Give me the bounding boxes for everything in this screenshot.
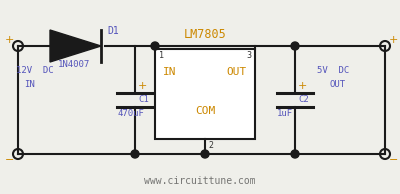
Text: 2: 2 bbox=[208, 141, 213, 150]
Circle shape bbox=[151, 42, 159, 50]
Text: +: + bbox=[5, 35, 14, 45]
Circle shape bbox=[291, 42, 299, 50]
Text: OUT: OUT bbox=[227, 67, 247, 77]
Text: 1uF: 1uF bbox=[277, 109, 293, 118]
Text: www.circuittune.com: www.circuittune.com bbox=[144, 176, 256, 186]
Text: LM7805: LM7805 bbox=[184, 28, 226, 41]
Text: −: − bbox=[389, 155, 398, 165]
Text: +: + bbox=[389, 35, 398, 45]
Text: COM: COM bbox=[195, 106, 215, 116]
Text: +: + bbox=[298, 81, 307, 91]
Circle shape bbox=[131, 150, 139, 158]
Circle shape bbox=[291, 150, 299, 158]
Text: 12V  DC: 12V DC bbox=[16, 66, 54, 75]
Text: 3: 3 bbox=[246, 51, 251, 60]
Text: 5V  DC: 5V DC bbox=[317, 66, 349, 75]
Text: 1N4007: 1N4007 bbox=[58, 60, 90, 69]
Polygon shape bbox=[50, 30, 101, 62]
Text: −: − bbox=[5, 155, 14, 165]
Circle shape bbox=[201, 150, 209, 158]
Text: D1: D1 bbox=[107, 26, 119, 36]
Text: IN: IN bbox=[163, 67, 176, 77]
Text: C1: C1 bbox=[138, 95, 149, 104]
Text: 1: 1 bbox=[159, 51, 164, 60]
Text: OUT: OUT bbox=[329, 80, 345, 89]
Bar bbox=[155, 49, 255, 139]
Text: C2: C2 bbox=[298, 95, 309, 104]
Text: +: + bbox=[138, 81, 147, 91]
Text: 470uF: 470uF bbox=[117, 109, 144, 118]
Text: IN: IN bbox=[24, 80, 35, 89]
